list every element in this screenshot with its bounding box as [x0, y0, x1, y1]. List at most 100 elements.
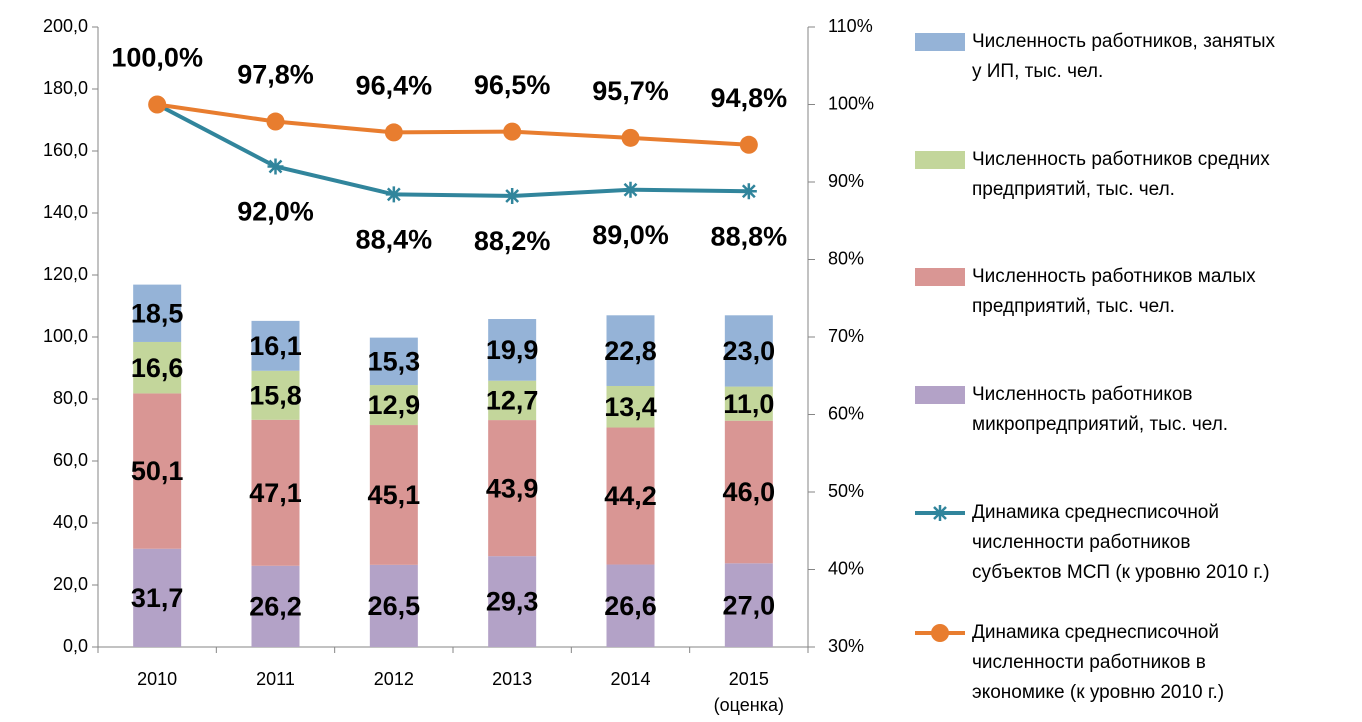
bar-segment	[606, 385, 655, 428]
legend-swatch	[915, 386, 965, 404]
line-label: 100,0%	[111, 43, 203, 73]
y2-tick-label: 100%	[828, 93, 874, 113]
bar-label: 26,6	[604, 591, 657, 621]
bar-segment	[724, 386, 773, 421]
bar-segment	[251, 370, 300, 420]
bar-segment	[724, 563, 773, 647]
bar-label: 46,0	[723, 477, 776, 507]
y2-tick-label: 50%	[828, 481, 864, 501]
bar-label: 22,8	[604, 336, 657, 366]
y-tick-label: 200,0	[43, 16, 88, 36]
bar-label: 13,4	[604, 392, 657, 422]
bar-label: 11,0	[723, 389, 774, 419]
y2-tick-label: 40%	[828, 558, 864, 578]
legend-label: Динамика среднесписочной численности рабо…	[972, 622, 1224, 703]
marker	[622, 181, 639, 198]
marker	[503, 122, 522, 141]
bar-segment	[369, 385, 418, 426]
legend-label: Динамика среднесписочной численности рабо…	[972, 502, 1270, 583]
bar-label: 12,9	[368, 390, 421, 420]
marker	[740, 183, 757, 200]
bar-label: 12,7	[486, 386, 539, 416]
bar-segment	[488, 319, 537, 381]
y-tick-label: 120,0	[43, 264, 88, 284]
bar-label: 29,3	[486, 587, 539, 617]
bar-label: 47,1	[249, 478, 302, 508]
x-tick-label: 2014	[610, 669, 650, 689]
line-label: 95,7%	[592, 76, 669, 106]
bar-segment	[724, 420, 773, 564]
x-tick-label: 2010	[137, 669, 177, 689]
bar-label: 45,1	[368, 480, 421, 510]
y2-tick-label: 110%	[828, 16, 873, 36]
bar-segment	[369, 425, 418, 565]
y-tick-label: 80,0	[53, 388, 88, 408]
y-tick-label: 0,0	[63, 636, 88, 656]
legend-label: Численность работников микропредприятий, …	[972, 384, 1228, 435]
marker	[504, 187, 521, 204]
marker	[267, 158, 284, 175]
bar-label: 23,0	[723, 336, 776, 366]
legend-marker	[931, 624, 949, 642]
bar-segment	[369, 564, 418, 647]
bar-label: 31,7	[131, 583, 184, 613]
marker	[384, 123, 403, 142]
y-tick-label: 40,0	[53, 512, 88, 532]
bar-label: 26,2	[249, 592, 302, 622]
y-tick-label: 160,0	[43, 140, 88, 160]
y-tick-label: 140,0	[43, 202, 88, 222]
bar-segment	[133, 341, 182, 394]
marker	[385, 186, 402, 203]
line-label: 89,0%	[592, 220, 669, 250]
bar-segment	[488, 556, 537, 647]
bar-label: 16,6	[131, 353, 184, 383]
bar-segment	[251, 320, 300, 371]
line-label: 94,8%	[711, 83, 788, 113]
bar-label: 44,2	[604, 481, 657, 511]
bar-segment	[606, 564, 655, 647]
y-tick-label: 100,0	[43, 326, 88, 346]
line	[156, 102, 749, 147]
bar-label: 26,5	[368, 591, 421, 621]
x-tick-label: 2011	[256, 669, 295, 689]
bar-label: 19,9	[486, 335, 539, 365]
marker	[739, 135, 758, 154]
line-label: 88,2%	[474, 226, 551, 256]
line-label: 92,0%	[237, 197, 314, 227]
bar-segment	[488, 420, 537, 557]
y2-tick-label: 90%	[828, 171, 864, 191]
bar-label: 15,8	[249, 380, 302, 410]
legend-swatch	[915, 33, 965, 51]
y-tick-label: 20,0	[53, 574, 88, 594]
x-tick-label: 2015 (оценка)	[714, 669, 784, 715]
bar-segment	[251, 419, 300, 566]
x-tick-label: 2013	[492, 669, 532, 689]
marker	[621, 128, 640, 147]
y-tick-label: 60,0	[53, 450, 88, 470]
bar-segment	[606, 427, 655, 565]
legend-label: Численность работников, занятых у ИП, тыс…	[972, 31, 1275, 82]
line	[156, 102, 749, 198]
marker	[148, 95, 167, 114]
bar-label: 27,0	[723, 590, 776, 620]
legend-label: Численность работников малых предприятий,…	[972, 266, 1256, 317]
bar-segment	[133, 284, 182, 342]
y2-tick-label: 80%	[828, 248, 864, 268]
bar-segment	[251, 565, 300, 647]
line-label: 88,8%	[711, 221, 788, 251]
line-label: 96,4%	[356, 71, 433, 101]
legend-label: Численность работников средних предприяти…	[972, 149, 1270, 200]
bar-label: 18,5	[131, 298, 184, 328]
bar-label: 50,1	[131, 456, 184, 486]
marker	[266, 112, 285, 131]
line-label: 97,8%	[237, 60, 314, 90]
bar-segment	[133, 393, 182, 549]
line-label: 88,4%	[356, 225, 433, 255]
y2-tick-label: 70%	[828, 326, 864, 346]
y2-tick-label: 30%	[828, 636, 864, 656]
bar-label: 16,1	[249, 331, 302, 361]
bar-segment	[606, 315, 655, 386]
bar-label: 15,3	[368, 346, 421, 376]
y2-tick-label: 60%	[828, 403, 864, 423]
